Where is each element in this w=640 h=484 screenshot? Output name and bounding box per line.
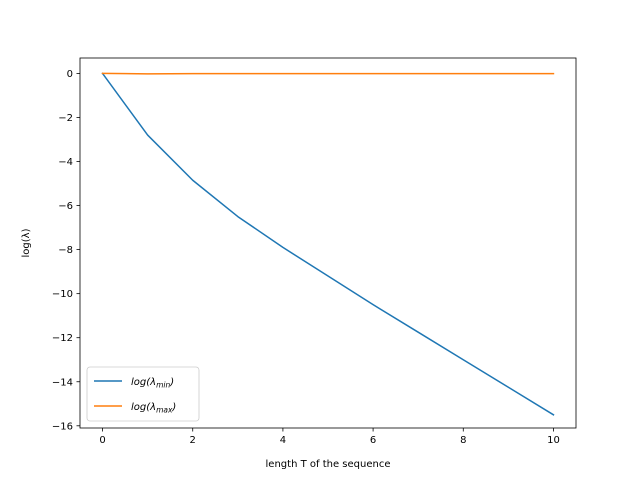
- y-tick-label: −8: [58, 245, 73, 256]
- legend-label-base: log(λ: [131, 377, 156, 388]
- x-axis-label: length T of the sequence: [266, 459, 391, 470]
- y-tick-label: −6: [58, 201, 73, 212]
- legend-label-subscript: max: [156, 406, 173, 415]
- legend-label-subscript: min: [156, 381, 170, 390]
- y-axis-label: log(λ): [21, 228, 32, 257]
- y-tick-label: −10: [52, 289, 73, 300]
- y-tick-label: −14: [52, 377, 73, 388]
- legend-label-close: ): [169, 377, 174, 388]
- x-tick-label: 6: [370, 435, 376, 446]
- x-tick-label: 0: [99, 435, 105, 446]
- legend: log(λmin)log(λmax): [87, 367, 199, 421]
- x-tick-label: 8: [460, 435, 466, 446]
- legend-label-close: ): [171, 402, 176, 413]
- x-tick-label: 4: [280, 435, 286, 446]
- y-tick-label: 0: [67, 69, 73, 80]
- x-tick-label: 10: [547, 435, 560, 446]
- legend-label-base: log(λ: [131, 402, 156, 413]
- x-tick-label: 2: [190, 435, 196, 446]
- y-tick-label: −12: [52, 333, 73, 344]
- y-tick-label: −2: [58, 113, 73, 124]
- y-tick-label: −16: [52, 421, 73, 432]
- y-tick-label: −4: [58, 157, 73, 168]
